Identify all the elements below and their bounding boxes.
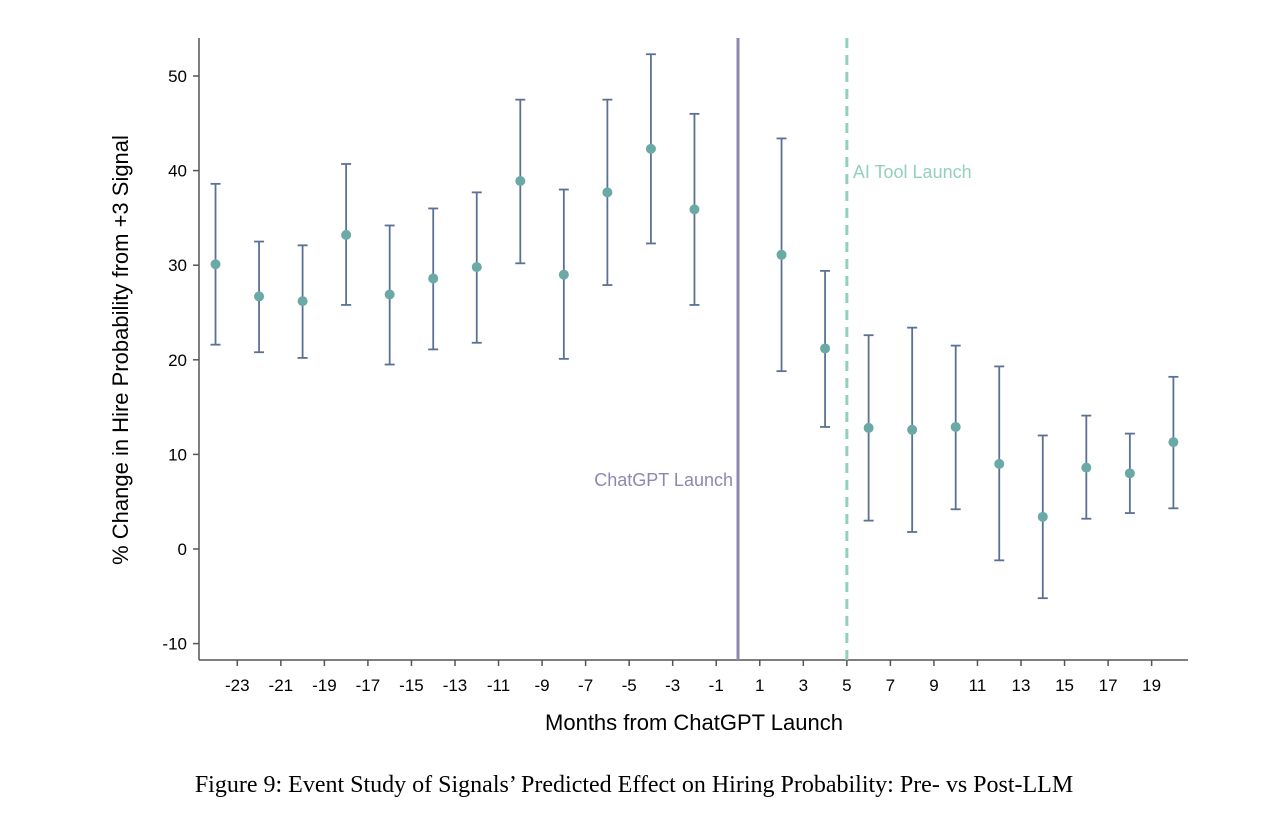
error-bar-point	[645, 53, 656, 245]
point-estimate	[994, 458, 1005, 469]
point-estimate	[297, 296, 308, 307]
x-tick-label: 11	[969, 676, 987, 695]
error-bar-point	[254, 240, 265, 354]
x-tick-label: -5	[622, 676, 637, 695]
x-tick-label: 3	[799, 676, 808, 695]
point-estimate	[863, 422, 874, 433]
point-estimate	[384, 289, 395, 300]
point-estimate	[1037, 511, 1048, 522]
error-bar-point	[471, 191, 482, 344]
ai-tool-launch-label: AI Tool Launch	[853, 162, 972, 182]
point-estimate	[558, 269, 569, 280]
point-estimate	[950, 421, 961, 432]
error-bar-point	[950, 344, 961, 511]
x-axis-label: Months from ChatGPT Launch	[545, 710, 843, 735]
error-bar-point	[210, 182, 221, 346]
x-tick-label: -3	[665, 676, 680, 695]
x-tick-label: 7	[886, 676, 895, 695]
error-bar-point	[297, 244, 308, 359]
y-tick-label: 10	[168, 445, 187, 464]
y-tick-label: 20	[168, 351, 187, 370]
error-bar-point	[776, 137, 787, 373]
x-tick-label: 9	[929, 676, 938, 695]
error-bar-point	[994, 365, 1005, 562]
y-axis-label: % Change in Hire Probability from +3 Sig…	[108, 135, 133, 565]
launch-lines: ChatGPT Launch AI Tool Launch	[594, 38, 972, 660]
point-estimate	[602, 187, 613, 198]
x-tick-label: -7	[578, 676, 593, 695]
error-bar-point	[1081, 414, 1092, 520]
point-estimate	[820, 343, 831, 354]
point-estimate	[776, 249, 787, 260]
y-tick-label: 30	[168, 256, 187, 275]
x-tick-label: 19	[1142, 676, 1161, 695]
point-estimate	[1124, 468, 1135, 479]
point-estimate	[210, 259, 221, 270]
figure-caption: Figure 9: Event Study of Signals’ Predic…	[194, 772, 1074, 798]
error-bar-point	[689, 112, 700, 306]
x-tick-label: 17	[1099, 676, 1118, 695]
x-tick-label: -23	[225, 676, 250, 695]
error-bar-point	[341, 163, 352, 306]
error-bar-point	[1037, 434, 1048, 600]
point-estimate	[689, 204, 700, 215]
error-bar-point	[558, 188, 569, 360]
point-estimate	[471, 262, 482, 273]
x-tick-label: 15	[1055, 676, 1074, 695]
x-tick-label: -11	[487, 676, 510, 695]
point-estimate	[341, 229, 352, 240]
error-bar-point	[1168, 375, 1179, 510]
point-estimate	[428, 273, 439, 284]
x-tick-label: -21	[269, 676, 294, 695]
x-tick-label: -15	[399, 676, 424, 695]
error-bar-point	[820, 269, 831, 428]
y-tick-label: -10	[162, 635, 187, 654]
error-bar-point	[1124, 432, 1135, 514]
point-estimate	[907, 424, 918, 435]
y-tick-label: 40	[168, 162, 187, 181]
y-tick-label: 50	[168, 67, 187, 86]
error-bar-point	[384, 224, 395, 366]
point-estimate	[1168, 437, 1179, 448]
error-bar-point	[907, 326, 918, 533]
error-bar-point	[863, 334, 874, 522]
x-tick-label: -19	[312, 676, 337, 695]
point-estimate	[254, 291, 265, 302]
data-marks	[210, 53, 1179, 600]
y-tick-label: 0	[178, 540, 187, 559]
point-estimate	[515, 176, 526, 187]
error-bar-point	[515, 98, 526, 265]
x-tick-label: -1	[709, 676, 724, 695]
x-tick-label: 1	[755, 676, 764, 695]
x-tick-label: -13	[443, 676, 468, 695]
x-tick-label: -17	[356, 676, 381, 695]
x-tick-label: -9	[535, 676, 550, 695]
error-bar-point	[602, 98, 613, 286]
x-tick-label: 5	[842, 676, 851, 695]
point-estimate	[1081, 462, 1092, 473]
error-bar-point	[428, 207, 439, 351]
point-estimate	[645, 143, 656, 154]
chatgpt-launch-label: ChatGPT Launch	[594, 470, 733, 490]
x-tick-label: 13	[1012, 676, 1031, 695]
